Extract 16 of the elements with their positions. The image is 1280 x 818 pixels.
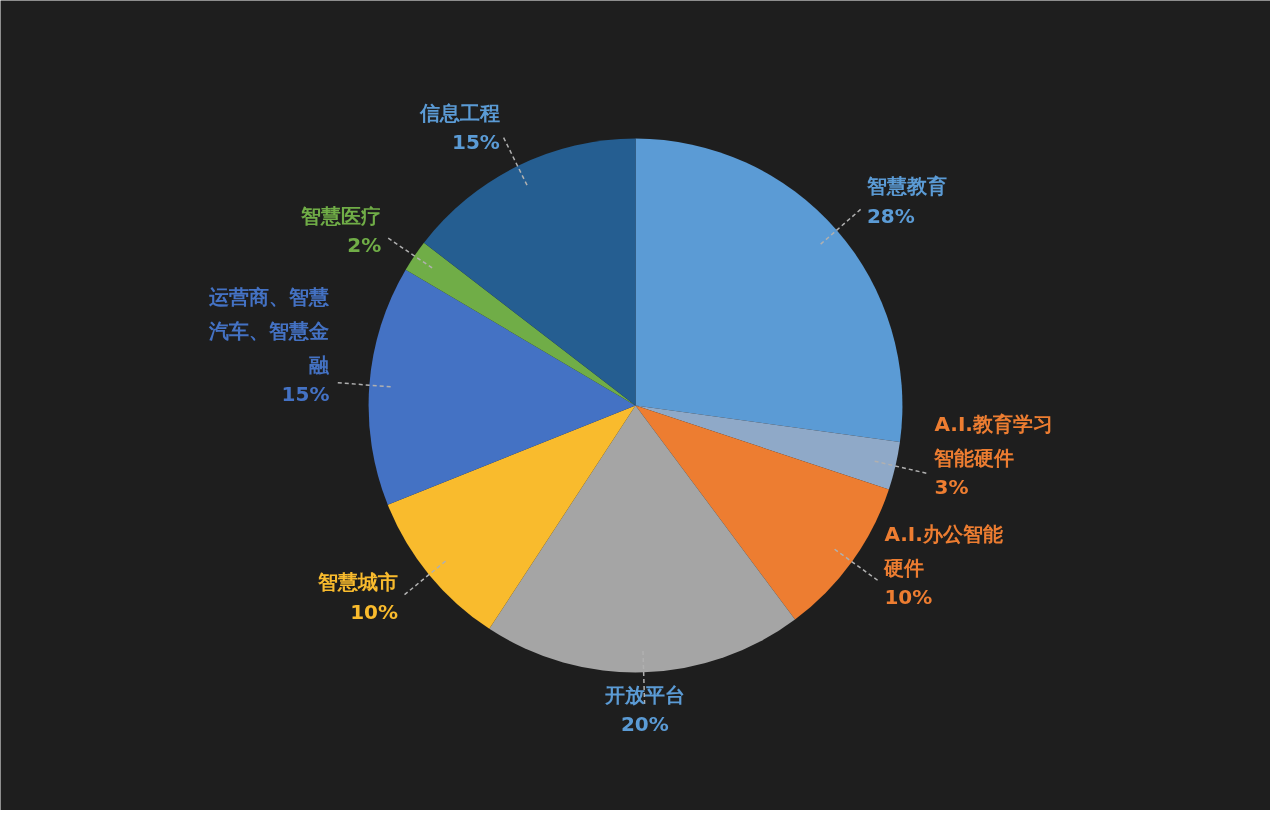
data-label: 10% [350,600,399,625]
data-label: 10% [884,585,933,610]
slice-label: A.I.教育学习智能硬件 [933,411,1053,470]
data-label: 2% [347,233,382,258]
slice-label: A.I.办公智能硬件 [883,522,1003,580]
data-label: 3% [934,475,969,500]
data-label: 15% [281,382,330,407]
data-label: 15% [452,130,500,155]
data-label: 28% [866,203,915,228]
data-label: 20% [620,712,669,737]
slice-label: 智慧医疗 [300,203,382,228]
slice-label: 智慧教育 [865,174,947,199]
slice-label: 智慧城市 [317,570,399,595]
slice-label: 信息工程 [418,100,500,125]
slice-label: 开放平台 [603,682,685,707]
slice-label: 运营商、智慧汽车、智慧金融 [208,285,331,377]
